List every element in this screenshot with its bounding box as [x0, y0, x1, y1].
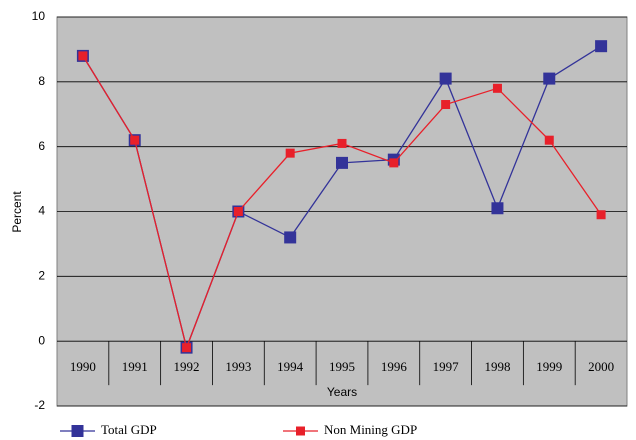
legend-marker — [296, 426, 305, 436]
y-tick-label: 10 — [32, 9, 46, 23]
point — [389, 158, 399, 168]
x-tick-label: 1998 — [484, 359, 510, 374]
point — [492, 83, 502, 93]
x-tick-label: 1990 — [70, 359, 96, 374]
x-tick-label: 1995 — [329, 359, 355, 374]
point — [596, 210, 606, 220]
point — [337, 138, 347, 148]
y-tick-label: 2 — [38, 269, 45, 283]
point — [439, 72, 452, 85]
point — [182, 343, 192, 353]
legend-marker — [71, 425, 84, 437]
legend-label: Total GDP — [101, 422, 157, 437]
point — [284, 231, 297, 244]
y-tick-label: 6 — [38, 139, 45, 153]
y-tick-label: -2 — [34, 398, 45, 412]
y-axis-label: Percent — [10, 191, 24, 233]
x-tick-label: 1994 — [277, 359, 304, 374]
point — [336, 156, 348, 169]
x-tick-label: 1996 — [381, 359, 408, 374]
x-tick-label: 1999 — [536, 359, 562, 374]
x-tick-label: 1997 — [433, 359, 460, 374]
point — [595, 40, 608, 53]
point — [544, 135, 554, 145]
x-tick-label: 1993 — [225, 359, 251, 374]
y-tick-label: 4 — [38, 204, 45, 218]
y-tick-label: 8 — [38, 74, 45, 88]
y-tick-label: 0 — [38, 333, 45, 347]
x-axis-label: Years — [327, 385, 357, 399]
legend-label: Non Mining GDP — [324, 422, 417, 437]
point — [441, 100, 451, 110]
point — [130, 135, 140, 145]
point — [491, 202, 504, 215]
x-tick-label: 1991 — [122, 359, 148, 374]
point — [543, 72, 556, 85]
point — [233, 207, 243, 216]
point — [285, 148, 295, 158]
x-tick-label: 1992 — [174, 359, 200, 374]
x-tick-label: 2000 — [588, 359, 614, 374]
point — [78, 51, 88, 61]
